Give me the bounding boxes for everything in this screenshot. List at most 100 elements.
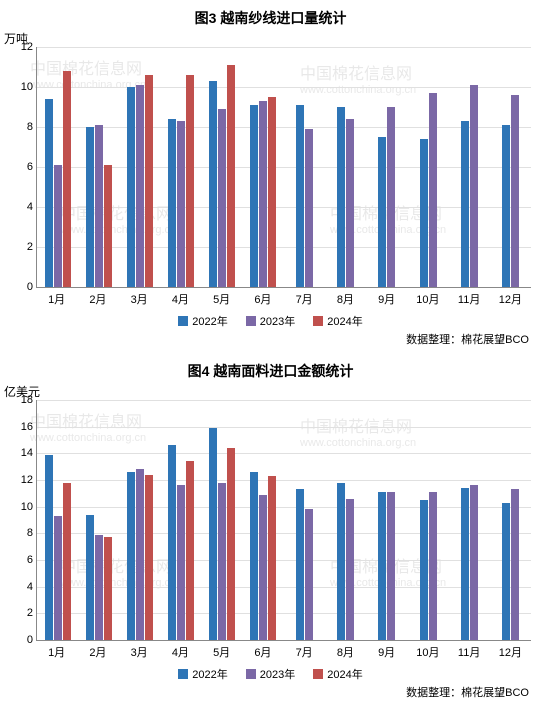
bar-y2022 bbox=[296, 489, 304, 640]
y-tick-label: 8 bbox=[7, 527, 33, 539]
bar-y2023 bbox=[259, 495, 267, 640]
x-tick-label: 8月 bbox=[325, 641, 366, 660]
bar-y2022 bbox=[337, 483, 345, 640]
bar-y2023 bbox=[177, 485, 185, 640]
bar-group bbox=[78, 47, 119, 287]
legend-swatch bbox=[313, 669, 323, 679]
chart-title: 图3 越南纱线进口量统计 bbox=[0, 0, 541, 32]
bar-group bbox=[490, 47, 531, 287]
bar-y2023 bbox=[259, 101, 267, 287]
x-tick-label: 3月 bbox=[119, 641, 160, 660]
bar-y2024 bbox=[227, 448, 235, 640]
x-tick-label: 12月 bbox=[490, 641, 531, 660]
y-axis-label: 亿美元 bbox=[0, 383, 541, 400]
bar-y2023 bbox=[511, 489, 519, 640]
x-tick-label: 9月 bbox=[366, 288, 407, 307]
bar-group bbox=[119, 47, 160, 287]
bar-y2023 bbox=[305, 129, 313, 287]
y-axis-label: 万吨 bbox=[0, 30, 541, 47]
bar-y2022 bbox=[378, 492, 386, 640]
x-tick-label: 11月 bbox=[449, 641, 490, 660]
x-tick-label: 2月 bbox=[77, 641, 118, 660]
bar-y2023 bbox=[218, 109, 226, 287]
bar-y2024 bbox=[63, 71, 71, 287]
bar-group bbox=[202, 47, 243, 287]
bar-group bbox=[37, 47, 78, 287]
bar-y2024 bbox=[268, 97, 276, 287]
bar-y2023 bbox=[54, 516, 62, 640]
y-tick-label: 12 bbox=[7, 474, 33, 486]
bar-y2023 bbox=[136, 85, 144, 287]
bar-y2023 bbox=[95, 535, 103, 640]
bar-y2022 bbox=[461, 121, 469, 287]
legend-swatch bbox=[313, 316, 323, 326]
y-tick-label: 10 bbox=[7, 501, 33, 513]
bar-y2023 bbox=[470, 85, 478, 287]
bar-y2023 bbox=[136, 469, 144, 640]
bar-group bbox=[202, 400, 243, 640]
bar-y2024 bbox=[145, 475, 153, 640]
bar-y2023 bbox=[177, 121, 185, 287]
y-tick-label: 12 bbox=[7, 41, 33, 53]
x-tick-label: 10月 bbox=[407, 641, 448, 660]
bar-group bbox=[325, 400, 366, 640]
bar-y2022 bbox=[378, 137, 386, 287]
x-tick-label: 4月 bbox=[160, 641, 201, 660]
y-tick-label: 8 bbox=[7, 121, 33, 133]
chart-panel: 中国棉花信息网www.cottonchina.org.cn中国棉花信息网www.… bbox=[0, 0, 541, 353]
bar-y2023 bbox=[346, 119, 354, 287]
chart-panel: 中国棉花信息网www.cottonchina.org.cn中国棉花信息网www.… bbox=[0, 353, 541, 706]
bar-y2023 bbox=[95, 125, 103, 287]
bar-y2023 bbox=[429, 492, 437, 640]
bar-group bbox=[161, 47, 202, 287]
y-tick-label: 0 bbox=[7, 634, 33, 646]
bar-y2023 bbox=[218, 483, 226, 640]
bar-y2023 bbox=[387, 492, 395, 640]
y-tick-label: 2 bbox=[7, 607, 33, 619]
y-tick-label: 10 bbox=[7, 81, 33, 93]
bar-group bbox=[243, 400, 284, 640]
plot-area: 024681012 bbox=[36, 47, 531, 288]
bar-group bbox=[408, 400, 449, 640]
bar-y2024 bbox=[104, 165, 112, 287]
bar-y2022 bbox=[502, 125, 510, 287]
y-tick-label: 4 bbox=[7, 201, 33, 213]
x-tick-label: 7月 bbox=[284, 288, 325, 307]
bar-y2023 bbox=[470, 485, 478, 640]
bar-y2022 bbox=[168, 445, 176, 640]
bar-y2022 bbox=[86, 515, 94, 640]
bar-group bbox=[366, 400, 407, 640]
bar-y2022 bbox=[127, 472, 135, 640]
x-tick-label: 1月 bbox=[36, 641, 77, 660]
x-tick-label: 12月 bbox=[490, 288, 531, 307]
bar-y2024 bbox=[186, 75, 194, 287]
x-tick-label: 10月 bbox=[407, 288, 448, 307]
x-tick-label: 5月 bbox=[201, 288, 242, 307]
legend-item: 2024年 bbox=[313, 666, 362, 682]
bar-y2024 bbox=[63, 483, 71, 640]
bar-group bbox=[325, 47, 366, 287]
legend-item: 2022年 bbox=[178, 313, 227, 329]
y-tick-label: 0 bbox=[7, 281, 33, 293]
bar-group bbox=[284, 47, 325, 287]
x-tick-label: 3月 bbox=[119, 288, 160, 307]
y-tick-label: 16 bbox=[7, 421, 33, 433]
bar-group bbox=[449, 400, 490, 640]
bar-y2022 bbox=[127, 87, 135, 287]
bar-y2022 bbox=[461, 488, 469, 640]
bar-y2023 bbox=[54, 165, 62, 287]
bar-group bbox=[161, 400, 202, 640]
legend-item: 2023年 bbox=[246, 666, 295, 682]
bar-groups bbox=[37, 47, 531, 287]
bar-y2022 bbox=[209, 81, 217, 287]
legend-swatch bbox=[178, 316, 188, 326]
x-tick-label: 11月 bbox=[449, 288, 490, 307]
source-text: 数据整理：棉花展望BCO bbox=[0, 331, 541, 353]
bar-y2023 bbox=[429, 93, 437, 287]
y-tick-label: 2 bbox=[7, 241, 33, 253]
x-tick-label: 7月 bbox=[284, 641, 325, 660]
x-tick-label: 8月 bbox=[325, 288, 366, 307]
x-tick-label: 6月 bbox=[242, 641, 283, 660]
legend: 2022年2023年2024年 bbox=[0, 660, 541, 684]
bar-group bbox=[243, 47, 284, 287]
